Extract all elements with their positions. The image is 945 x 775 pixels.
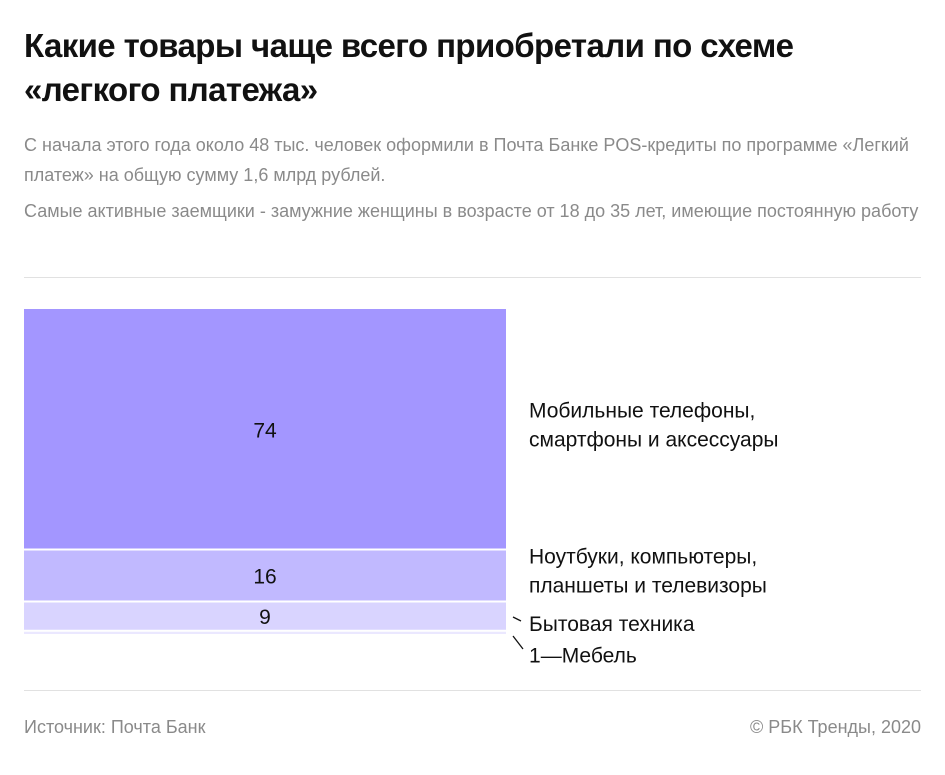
- category-label: 1—Мебель: [529, 644, 637, 667]
- data-label: 9: [259, 606, 271, 629]
- leader-line: [512, 616, 522, 622]
- category-label: Ноутбуки, компьютеры,: [529, 546, 757, 569]
- copyright-note: © РБК Тренды, 2020: [750, 717, 921, 737]
- top-divider: [24, 277, 921, 278]
- category-label: планшеты и телевизоры: [529, 575, 767, 598]
- category-name: Мебель: [562, 644, 637, 667]
- category-label: Мобильные телефоны,: [529, 399, 755, 422]
- bar-segment: [24, 309, 506, 550]
- label-separator: —: [541, 644, 562, 667]
- bar-segment: [24, 549, 506, 602]
- category-label: смартфоны и аксессуары: [529, 428, 779, 451]
- leader-line: [512, 635, 524, 650]
- bar-segment: [24, 630, 506, 634]
- chart-title: Какие товары чаще всего приобретали по с…: [24, 27, 794, 108]
- bottom-divider: [24, 690, 921, 691]
- bar-segment: [24, 601, 506, 631]
- chart-note: Самые активные заемщики - замужние женщи…: [24, 201, 919, 221]
- data-label: 16: [253, 566, 276, 589]
- chart-subtitle: С начала этого года около 48 тыс. челове…: [24, 135, 909, 185]
- data-label: 74: [253, 419, 277, 442]
- source-note: Источник: Почта Банк: [24, 717, 206, 737]
- data-label: 1: [529, 644, 541, 667]
- category-label: Бытовая техника: [529, 613, 695, 636]
